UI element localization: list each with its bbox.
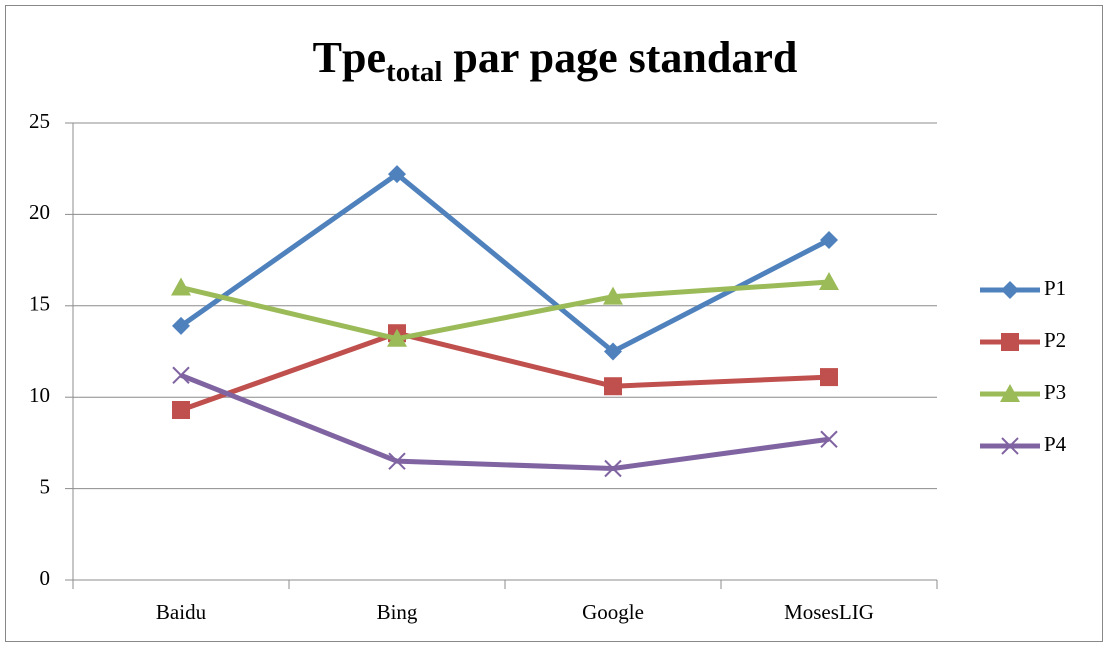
y-tick-label: 15 bbox=[29, 292, 50, 316]
legend-label: P3 bbox=[1044, 380, 1066, 404]
legend-label: P4 bbox=[1044, 432, 1067, 456]
series-line bbox=[180, 279, 830, 342]
marker bbox=[603, 286, 623, 305]
y-tick-label: 20 bbox=[29, 200, 50, 224]
y-tick-label: 5 bbox=[40, 474, 51, 498]
marker bbox=[604, 377, 622, 396]
marker bbox=[1001, 437, 1019, 455]
marker bbox=[1001, 333, 1019, 351]
marker bbox=[387, 328, 407, 347]
marker bbox=[388, 165, 406, 184]
title-subscript: total bbox=[386, 56, 442, 88]
marker bbox=[171, 277, 191, 296]
x-tick-label: Bing bbox=[377, 600, 418, 624]
marker bbox=[172, 316, 190, 335]
y-tick-label: 10 bbox=[29, 383, 50, 407]
x-tick-label: Baidu bbox=[156, 600, 207, 624]
marker bbox=[604, 342, 622, 361]
legend-label: P2 bbox=[1044, 328, 1066, 352]
marker bbox=[820, 430, 838, 448]
marker bbox=[388, 452, 406, 470]
marker bbox=[604, 459, 622, 478]
marker bbox=[172, 366, 190, 384]
title-rest: par page standard bbox=[442, 33, 797, 82]
chart-border bbox=[5, 5, 1103, 642]
title-main: Tpe bbox=[313, 33, 386, 82]
marker bbox=[820, 368, 838, 387]
y-tick-label: 0 bbox=[40, 566, 51, 590]
marker bbox=[820, 230, 838, 249]
series-line bbox=[179, 171, 831, 354]
series-line bbox=[180, 372, 830, 471]
legend-label: P1 bbox=[1044, 276, 1066, 300]
x-tick-label: MosesLIG bbox=[784, 600, 874, 624]
x-tick-label: Google bbox=[582, 600, 644, 624]
marker bbox=[172, 400, 190, 419]
y-tick-label: 25 bbox=[29, 109, 50, 133]
marker bbox=[1000, 384, 1020, 402]
chart-title: Tpetotal par page standard bbox=[313, 33, 798, 88]
marker bbox=[1001, 281, 1019, 299]
marker bbox=[819, 272, 839, 291]
series-line bbox=[180, 330, 830, 413]
